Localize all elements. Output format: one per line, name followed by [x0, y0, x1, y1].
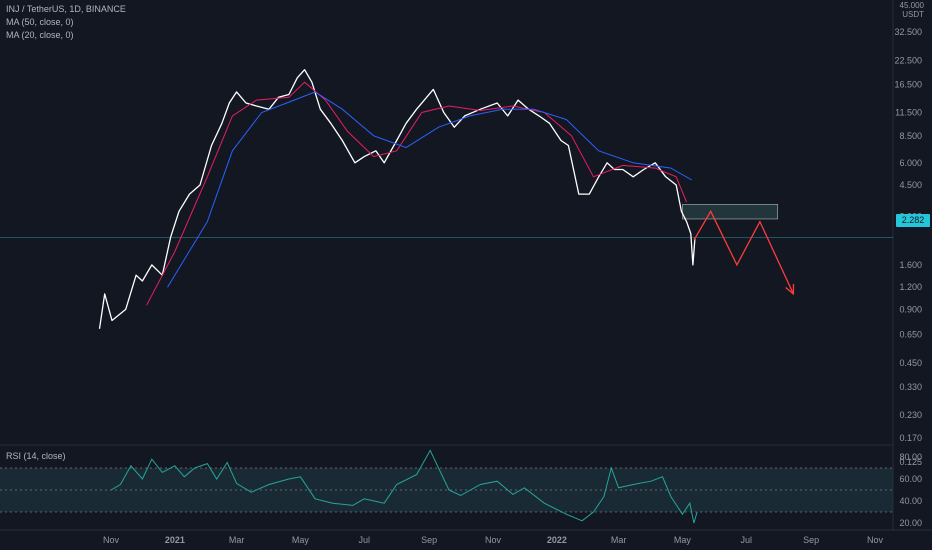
- price-tick-label: 0.230: [899, 410, 922, 420]
- ma50-line: [167, 91, 693, 288]
- rsi-band-group: [0, 467, 893, 513]
- ma50-legend: MA (50, close, 0): [6, 17, 74, 27]
- time-tick-label: Mar: [229, 535, 245, 545]
- price-tick-label: 22.500: [894, 56, 922, 66]
- price-tick-label: 16.500: [894, 80, 922, 90]
- price-tick-label: 32.500: [894, 27, 922, 37]
- forecast-arrow-group: [693, 209, 795, 296]
- time-tick-label: Nov: [103, 535, 120, 545]
- resistance-zone-group: [682, 204, 779, 220]
- rsi-axis-ticks: 80.00 60.00 40.00 20.00: [899, 452, 922, 528]
- rsi-tick-label: 40.00: [899, 496, 922, 506]
- price-tick-label: 4.500: [899, 180, 922, 190]
- current-price-tag: 2.282: [896, 214, 930, 227]
- price-axis-top-label: 45.000: [899, 1, 924, 10]
- price-axis-currency: USDT: [902, 10, 924, 19]
- time-tick-label: 2022: [547, 535, 567, 545]
- rsi-tick-label: 60.00: [899, 474, 922, 484]
- time-tick-label: Nov: [867, 535, 884, 545]
- price-tick-label: 1.200: [899, 282, 922, 292]
- ma20-line: [146, 81, 688, 306]
- price-line: [98, 69, 696, 329]
- time-tick-label: Nov: [485, 535, 502, 545]
- rsi-line: [110, 449, 698, 524]
- ma20-legend: MA (20, close, 0): [6, 30, 74, 40]
- time-tick-label: Jul: [359, 535, 371, 545]
- price-axis-unit: 45.000 USDT: [900, 1, 924, 19]
- moving-averages-group: [146, 81, 693, 306]
- time-tick-label: Mar: [611, 535, 627, 545]
- rsi-line-group: [110, 449, 698, 524]
- time-axis-ticks: Nov 2021 Mar May Jul Sep Nov 2022 Mar May Jul Sep No…: [103, 535, 884, 545]
- price-tick-label: 6.000: [899, 158, 922, 168]
- time-tick-label: May: [674, 535, 692, 545]
- price-tick-label: 1.600: [899, 260, 922, 270]
- price-tick-label: 0.330: [899, 382, 922, 392]
- rsi-tick-label: 80.00: [899, 452, 922, 462]
- price-tick-label: 0.450: [899, 358, 922, 368]
- time-tick-label: Sep: [421, 535, 437, 545]
- resistance-zone-box: [682, 204, 779, 220]
- price-series-group: [98, 69, 696, 329]
- rsi-tick-label: 20.00: [899, 518, 922, 528]
- symbol-title: INJ / TetherUS, 1D, BINANCE: [6, 4, 126, 14]
- price-tick-label: 11.500: [895, 107, 922, 117]
- forecast-arrowhead: [785, 283, 795, 296]
- time-tick-label: May: [292, 535, 310, 545]
- price-tick-label: 8.500: [899, 131, 922, 141]
- rsi-legend: RSI (14, close): [6, 451, 66, 461]
- price-tick-label: 0.125: [899, 457, 922, 467]
- price-tick-label: 0.900: [899, 304, 922, 314]
- forecast-path: [693, 209, 794, 295]
- time-tick-label: Jul: [741, 535, 753, 545]
- price-tick-label: 0.170: [899, 433, 922, 443]
- time-tick-label: 2021: [165, 535, 185, 545]
- time-tick-label: Sep: [803, 535, 819, 545]
- price-tick-label: 0.650: [899, 330, 922, 340]
